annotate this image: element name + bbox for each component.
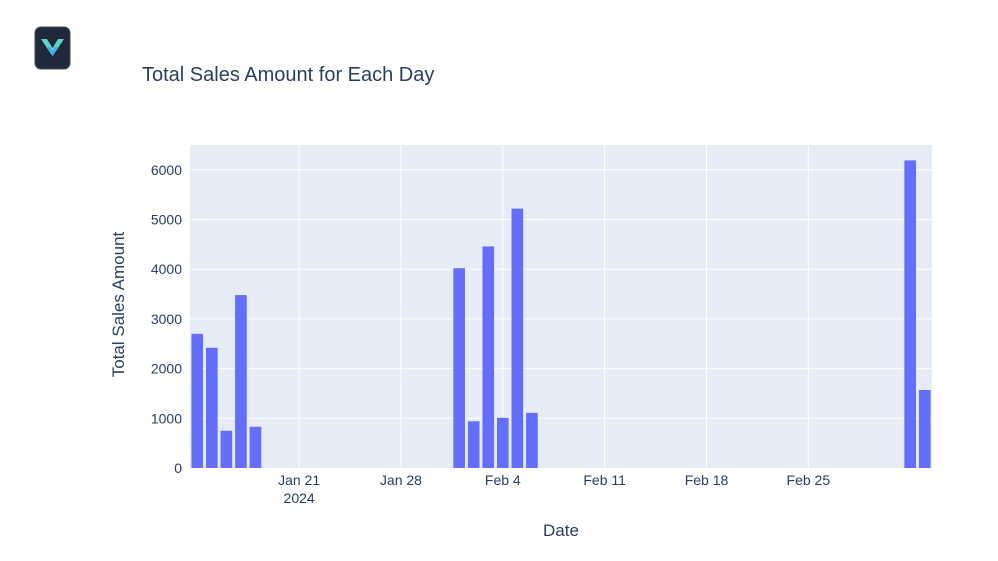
- app-logo-icon: [34, 26, 71, 70]
- x-tick-label: Jan 28: [380, 472, 422, 488]
- x-tick-label: Feb 11: [583, 472, 626, 488]
- bar[interactable]: [235, 295, 247, 468]
- bar[interactable]: [918, 389, 931, 468]
- y-tick-label: 6000: [151, 162, 182, 178]
- bar[interactable]: [496, 417, 509, 468]
- bar[interactable]: [191, 333, 204, 468]
- bar[interactable]: [220, 430, 233, 468]
- bar[interactable]: [467, 421, 480, 468]
- x-tick-sublabel: 2024: [284, 490, 315, 506]
- x-axis-title: Date: [543, 521, 579, 540]
- bar[interactable]: [206, 347, 218, 468]
- y-axis-title: Total Sales Amount: [109, 231, 128, 377]
- y-tick-label: 5000: [151, 212, 182, 228]
- x-tick-label: Feb 4: [485, 472, 521, 488]
- y-tick-label: 1000: [151, 410, 182, 426]
- bar[interactable]: [482, 246, 495, 468]
- y-tick-label: 4000: [151, 261, 182, 277]
- bars: [191, 160, 931, 469]
- grid-lines: [190, 145, 932, 468]
- chart-title: Total Sales Amount for Each Day: [142, 64, 435, 86]
- x-tick-label: Feb 25: [787, 472, 831, 488]
- bar[interactable]: [249, 426, 262, 468]
- plot-area: [190, 145, 932, 468]
- y-tick-label: 0: [174, 460, 182, 476]
- x-tick-label: Jan 21: [278, 472, 320, 488]
- y-axis-ticks: 0 1000 2000 3000 4000 5000 6000: [151, 162, 182, 476]
- y-tick-label: 3000: [151, 311, 182, 327]
- x-axis-ticks: Jan 21 2024 Jan 28 Feb 4 Feb 11 Feb 18 Feb 25: [278, 472, 830, 506]
- bar[interactable]: [453, 268, 465, 468]
- y-tick-label: 2000: [151, 361, 182, 377]
- x-tick-label: Feb 18: [685, 472, 729, 488]
- bar[interactable]: [526, 412, 538, 468]
- bar[interactable]: [511, 208, 524, 469]
- bar[interactable]: [904, 160, 916, 469]
